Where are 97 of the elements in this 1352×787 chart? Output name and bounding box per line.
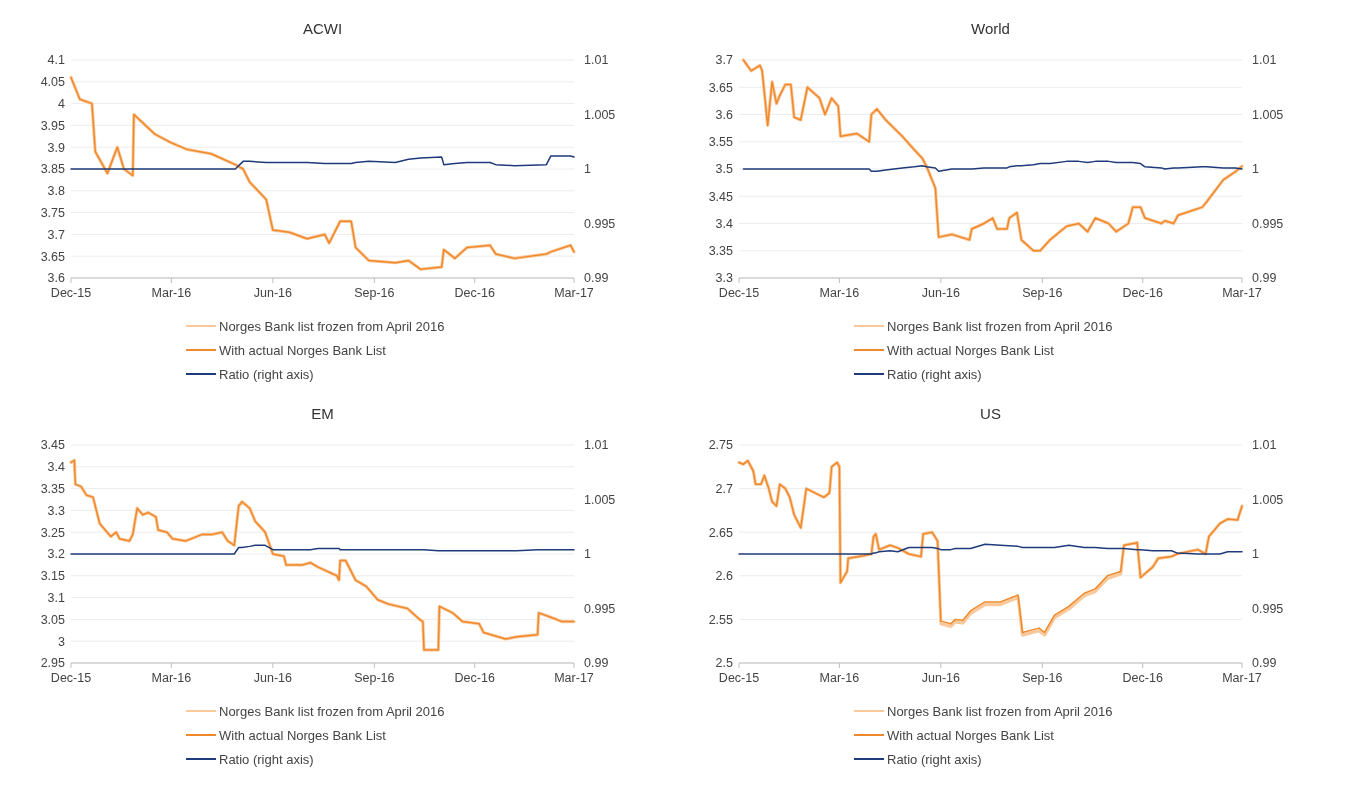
x-tick-label: Jun-16 [253,286,293,300]
y-tick-label: 3.65 [40,249,66,264]
x-tick-label: Dec-16 [1122,671,1163,685]
y-tick-label: 3.6 [47,271,66,286]
legend-label: Norges Bank list frozen from April 2016 [887,318,1113,334]
y2-tick-label: 1 [584,547,591,562]
y-tick-label: 2.5 [715,656,734,671]
legend-label: Ratio (right axis) [887,366,982,382]
y-tick-label: 3 [58,634,66,649]
y2-tick-label: 0.99 [584,271,609,286]
y2-tick-label: 1.01 [584,438,609,453]
y2-tick-label: 1.01 [584,53,609,68]
y-tick-label: 3.7 [47,227,66,242]
y2-tick-label: 1 [584,162,591,177]
y2-tick-label: 1.005 [1252,492,1284,507]
y-tick-label: 3.35 [40,481,66,496]
y-tick-label: 2.95 [40,656,66,671]
legend-label: Ratio (right axis) [219,751,314,767]
y-tick-label: 3.95 [40,118,66,133]
y-tick-label: 4.1 [47,53,66,68]
legend-label: Norges Bank list frozen from April 2016 [887,703,1113,719]
legend-label: With actual Norges Bank List [887,727,1055,743]
y2-tick-label: 1.005 [1252,107,1284,122]
y-tick-label: 2.6 [715,569,734,584]
y-tick-label: 3.35 [708,244,734,259]
legend-label: Ratio (right axis) [219,366,314,382]
x-tick-label: Sep-16 [1022,671,1063,685]
y2-tick-label: 0.99 [584,656,609,671]
x-tick-label: Mar-16 [151,671,192,685]
x-tick-label: Mar-17 [1222,286,1262,300]
x-tick-label: Dec-15 [718,286,760,300]
chart-title: EM [311,405,334,422]
y-tick-label: 2.7 [715,481,734,496]
y2-tick-label: 0.99 [1252,656,1277,671]
x-tick-label: Sep-16 [354,286,395,300]
x-tick-label: Sep-16 [1022,286,1063,300]
y-tick-label: 3.65 [708,80,734,95]
y-tick-label: 4 [58,96,66,111]
y2-tick-label: 1 [1252,547,1259,562]
y2-tick-label: 1.01 [1252,438,1277,453]
y-tick-label: 3.5 [715,162,734,177]
legend-label: Ratio (right axis) [887,751,982,767]
chart-title: US [980,405,1001,422]
x-tick-label: Jun-16 [921,286,961,300]
x-tick-label: Mar-16 [819,671,860,685]
y-tick-label: 2.55 [708,612,734,627]
y-tick-label: 2.75 [708,438,734,453]
y2-tick-label: 0.995 [584,601,616,616]
y-tick-label: 3.2 [47,547,66,562]
legend-label: With actual Norges Bank List [219,342,387,358]
x-tick-label: Dec-16 [454,286,495,300]
y-tick-label: 3.6 [715,107,734,122]
y-tick-label: 3.3 [715,271,734,286]
legend-label: With actual Norges Bank List [219,727,387,743]
legend-label: Norges Bank list frozen from April 2016 [219,703,445,719]
y-tick-label: 3.05 [40,612,66,627]
x-tick-label: Dec-16 [454,671,495,685]
y-tick-label: 3.55 [708,135,734,150]
chart-title: ACWI [302,20,343,37]
x-tick-label: Mar-16 [151,286,192,300]
x-tick-label: Dec-15 [50,286,92,300]
y-tick-label: 3.45 [708,189,734,204]
y-tick-label: 3.3 [47,503,66,518]
x-tick-label: Sep-16 [354,671,395,685]
y2-tick-label: 1.005 [584,107,616,122]
y-tick-label: 3.45 [40,438,66,453]
y-tick-label: 3.4 [715,216,734,231]
legend-label: With actual Norges Bank List [887,342,1055,358]
x-tick-label: Mar-17 [554,286,594,300]
y2-tick-label: 0.995 [1252,601,1284,616]
y-tick-label: 2.65 [708,525,734,540]
x-tick-label: Jun-16 [253,671,293,685]
y2-tick-label: 0.995 [584,216,616,231]
x-tick-label: Mar-17 [1222,671,1262,685]
y-tick-label: 3.85 [40,162,66,177]
y-tick-label: 3.1 [47,590,66,605]
y2-tick-label: 0.99 [1252,271,1277,286]
y-tick-label: 3.4 [47,460,66,475]
legend-label: Norges Bank list frozen from April 2016 [219,318,445,334]
y-tick-label: 4.05 [40,75,66,90]
x-tick-label: Dec-15 [50,671,92,685]
x-tick-label: Dec-16 [1122,286,1163,300]
y-tick-label: 3.75 [40,205,66,220]
x-tick-label: Dec-15 [718,671,760,685]
y2-tick-label: 0.995 [1252,216,1284,231]
y-tick-label: 3.9 [47,140,66,155]
y-tick-label: 3.15 [40,569,66,584]
x-tick-label: Mar-16 [819,286,860,300]
y2-tick-label: 1 [1252,162,1259,177]
y-tick-label: 3.25 [40,525,66,540]
y-tick-label: 3.8 [47,184,66,199]
y-tick-label: 3.7 [715,53,734,68]
x-tick-label: Mar-17 [554,671,594,685]
chart-title: World [971,20,1010,37]
y2-tick-label: 1.005 [584,492,616,507]
y2-tick-label: 1.01 [1252,53,1277,68]
x-tick-label: Jun-16 [921,671,961,685]
